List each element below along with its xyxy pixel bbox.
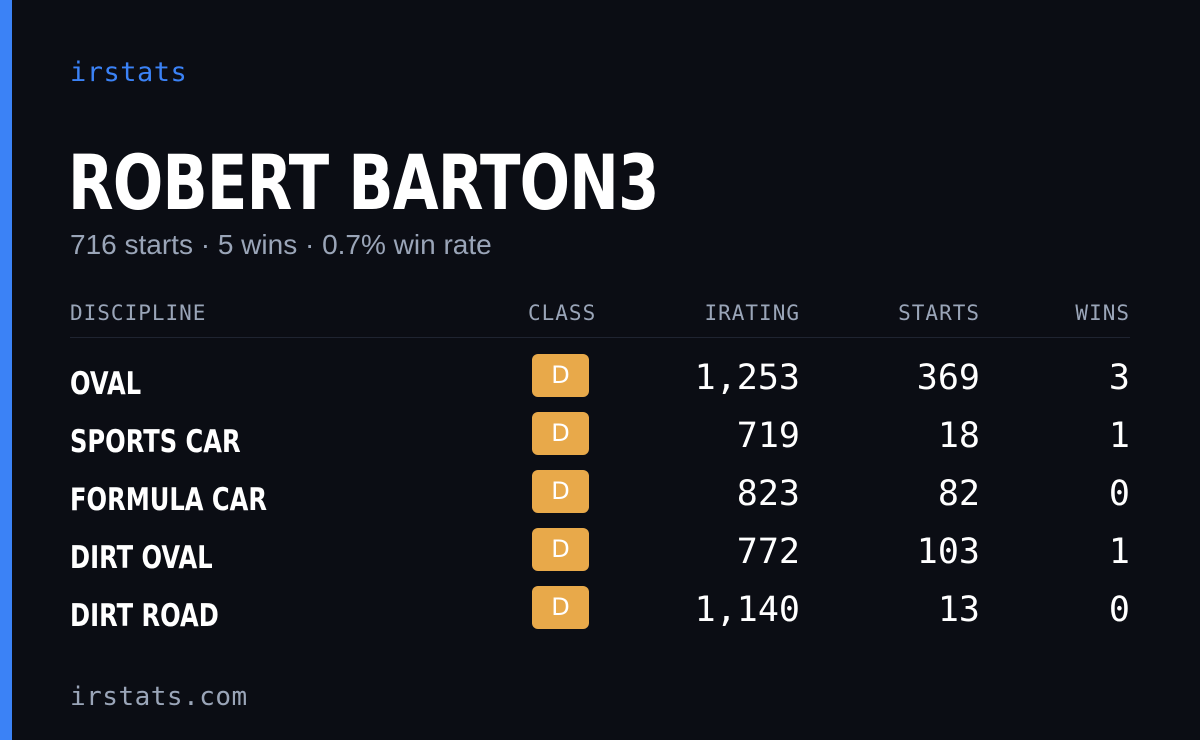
header-discipline: DISCIPLINE [70,301,207,325]
row-starts: 369 [916,358,980,398]
class-badge: D [532,354,589,397]
row-irating: 772 [736,532,800,572]
class-badge: D [532,528,589,571]
row-starts: 18 [937,416,980,456]
row-discipline: FORMULA CAR [70,482,268,518]
row-starts: 103 [916,532,980,572]
header-class: CLASS [528,301,597,325]
header-divider [70,337,1130,338]
row-wins: 1 [1108,416,1130,456]
driver-summary: 716 starts · 5 wins · 0.7% win rate [70,229,492,260]
row-irating: 823 [736,474,800,514]
table-row: SPORTS CAR D 719 18 1 [70,408,1130,466]
table-header: DISCIPLINE CLASS IRATING STARTS WINS [70,298,1130,328]
row-wins: 0 [1108,474,1130,514]
header-wins: WINS [1075,301,1130,325]
row-discipline: DIRT ROAD [70,598,219,634]
footer-url: irstats.com [70,682,248,712]
header-irating: IRATING [704,301,800,325]
row-discipline: DIRT OVAL [70,540,213,576]
row-irating: 1,140 [694,590,800,630]
row-irating: 719 [736,416,800,456]
stats-table: OVAL D 1,253 369 3 SPORTS CAR D 719 18 1… [70,350,1130,640]
row-discipline: OVAL [70,366,142,402]
accent-bar [0,0,12,740]
class-badge: D [532,412,589,455]
table-row: OVAL D 1,253 369 3 [70,350,1130,408]
row-wins: 0 [1108,590,1130,630]
row-starts: 82 [937,474,980,514]
header-starts: STARTS [898,301,980,325]
row-wins: 3 [1108,358,1130,398]
row-starts: 13 [937,590,980,630]
table-row: FORMULA CAR D 823 82 0 [70,466,1130,524]
class-badge: D [532,586,589,629]
driver-name: ROBERT BARTON3 [68,138,659,227]
class-badge: D [532,470,589,513]
table-row: DIRT ROAD D 1,140 13 0 [70,582,1130,640]
row-irating: 1,253 [694,358,800,398]
row-discipline: SPORTS CAR [70,424,241,460]
table-row: DIRT OVAL D 772 103 1 [70,524,1130,582]
brand-logo-text: irstats [70,57,188,88]
row-wins: 1 [1108,532,1130,572]
